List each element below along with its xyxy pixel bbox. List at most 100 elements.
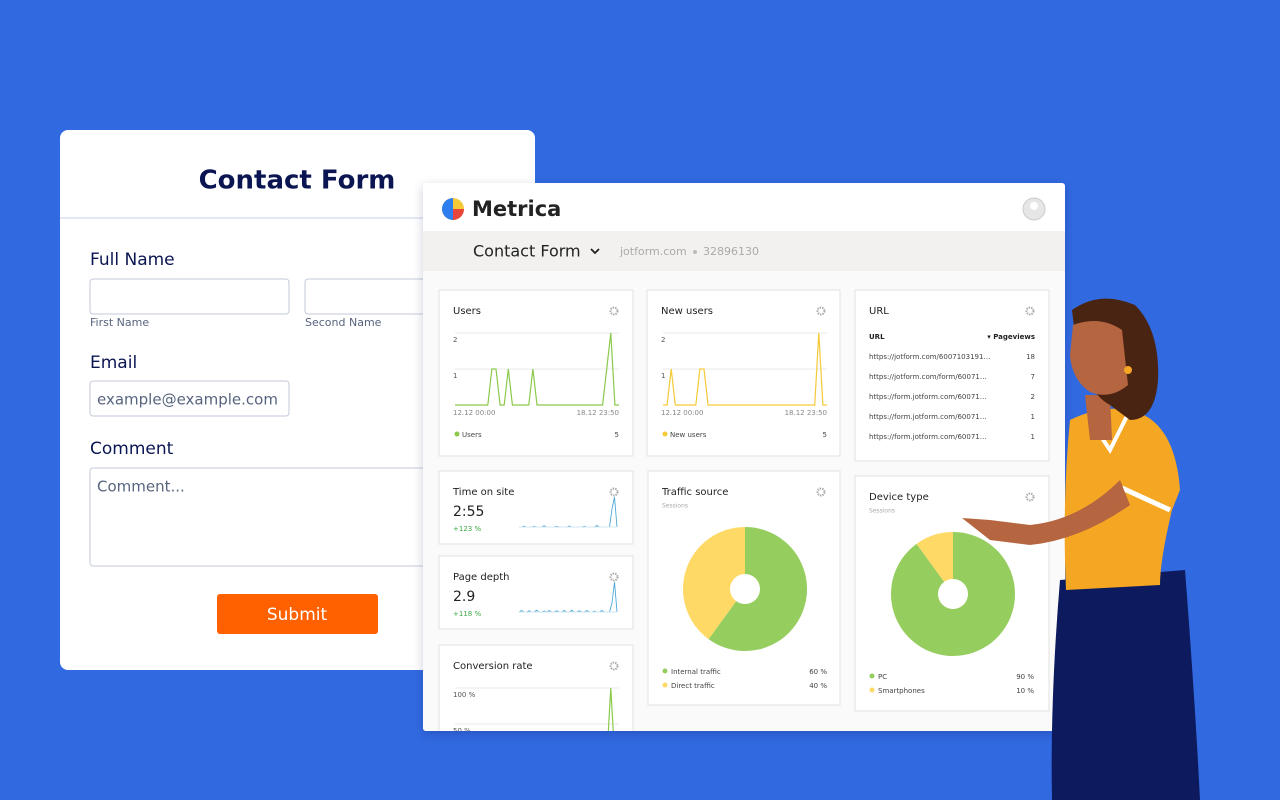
submit-button[interactable] — [217, 594, 378, 634]
widget-card — [646, 289, 841, 457]
legend-dot — [869, 673, 875, 679]
series-line — [455, 332, 619, 406]
pie-hole — [938, 579, 968, 609]
earring — [1124, 366, 1132, 374]
url-cell: https://jotform.com/6007103191… — [869, 353, 990, 361]
x-tick-label: 12.12 00:00 — [453, 409, 495, 417]
url-cell: https://form.jotform.com/60071… — [869, 433, 987, 441]
widget-title: Conversion rate — [453, 661, 533, 672]
widget-subtitle: Sessions — [869, 508, 895, 515]
pageviews-cell: 1 — [1031, 413, 1035, 421]
pie-slice — [683, 527, 745, 640]
x-tick-label: 18.12 23:50 — [577, 409, 619, 417]
y-tick-label: 50 % — [453, 727, 471, 735]
counter-bar — [423, 231, 1065, 271]
face — [1070, 321, 1128, 395]
legend-dot — [662, 431, 668, 437]
pants — [1051, 570, 1200, 800]
field-label: Email — [90, 353, 137, 373]
widget-card — [438, 555, 634, 630]
legend-label: Smartphones — [878, 687, 925, 695]
neck — [1085, 395, 1112, 440]
settings-icon[interactable] — [816, 306, 826, 316]
logo — [453, 209, 464, 220]
pageviews-cell: 18 — [1026, 353, 1035, 361]
pageviews-cell: 1 — [1031, 433, 1035, 441]
legend-value: 90 % — [1016, 673, 1034, 681]
field-hint: First Name — [90, 316, 149, 329]
legend-dot — [662, 668, 668, 674]
placeholder: example@example.com — [97, 391, 278, 409]
series-line — [663, 332, 827, 406]
settings-icon[interactable] — [609, 487, 619, 497]
settings-icon[interactable] — [1025, 492, 1035, 502]
counter-id: 32896130 — [703, 245, 759, 258]
legend-label: Direct traffic — [671, 682, 715, 690]
widget-card — [438, 470, 634, 545]
widget-subtitle: Sessions — [662, 503, 688, 510]
counter-name[interactable]: Contact Form — [473, 242, 581, 261]
widget-title: New users — [661, 306, 713, 317]
url-cell: https://jotform.com/form/60071… — [869, 373, 987, 381]
x-tick-label: 12.12 00:00 — [661, 409, 703, 417]
arm — [962, 480, 1130, 545]
settings-icon[interactable] — [609, 306, 619, 316]
widget-title: Device type — [869, 492, 929, 503]
widget-title: Traffic source — [661, 487, 728, 498]
legend-label: PC — [878, 673, 887, 681]
x-tick-label: 18.12 23:50 — [785, 409, 827, 417]
form-title: Contact Form — [199, 166, 396, 196]
pie-hole — [730, 574, 760, 604]
url-cell: https://form.jotform.com/60071… — [869, 393, 987, 401]
dropdown-caret[interactable] — [590, 248, 600, 255]
column-header: URL — [869, 333, 885, 341]
settings-icon[interactable] — [609, 572, 619, 582]
legend-label: New users — [670, 431, 707, 439]
first-name-input[interactable] — [89, 278, 290, 315]
pageviews-cell: 7 — [1031, 373, 1035, 381]
y-tick-label: 2 — [661, 336, 665, 344]
legend-label: Users — [462, 431, 482, 439]
sleeve-band — [1120, 485, 1172, 513]
legend-dot — [454, 431, 460, 437]
pie-slice — [916, 532, 953, 594]
widget-title: Page depth — [453, 572, 510, 583]
y-tick-label: 2 — [453, 336, 457, 344]
widget-card — [438, 289, 634, 457]
metric-value: 2.9 — [453, 589, 475, 605]
presenter — [962, 298, 1200, 800]
column-header: ▾ Pageviews — [987, 333, 1035, 341]
logo — [442, 198, 453, 220]
submit-label: Submit — [267, 605, 328, 625]
widget-card — [854, 289, 1050, 462]
pageviews-cell: 2 — [1031, 393, 1035, 401]
separator — [693, 250, 697, 254]
y-tick-label: 1 — [661, 372, 665, 380]
site: jotform.com — [619, 245, 687, 258]
field-label: Comment — [90, 439, 174, 459]
field-hint: Second Name — [305, 316, 382, 329]
metric-change: +123 % — [453, 525, 481, 533]
legend-value: 40 % — [809, 682, 827, 690]
legend-value: 60 % — [809, 668, 827, 676]
settings-icon[interactable] — [609, 661, 619, 671]
email-input[interactable] — [89, 380, 290, 417]
y-tick-label: 100 % — [453, 691, 476, 699]
legend-total: 5 — [615, 431, 619, 439]
brand: Metrica — [472, 197, 561, 221]
settings-icon[interactable] — [816, 487, 826, 497]
metric-change: +118 % — [453, 610, 481, 618]
legend-dot — [869, 687, 875, 693]
metric-value: 2:55 — [453, 504, 484, 520]
avatar — [1030, 202, 1038, 210]
legend-value: 10 % — [1016, 687, 1034, 695]
legend-dot — [662, 682, 668, 688]
legend-total: 5 — [823, 431, 827, 439]
settings-icon[interactable] — [1025, 306, 1035, 316]
y-tick-label: 1 — [453, 372, 457, 380]
widget-title: Time on site — [452, 487, 514, 498]
field-label: Full Name — [90, 250, 175, 270]
widget-title: Users — [453, 306, 481, 317]
url-cell: https://form.jotform.com/60071… — [869, 413, 987, 421]
